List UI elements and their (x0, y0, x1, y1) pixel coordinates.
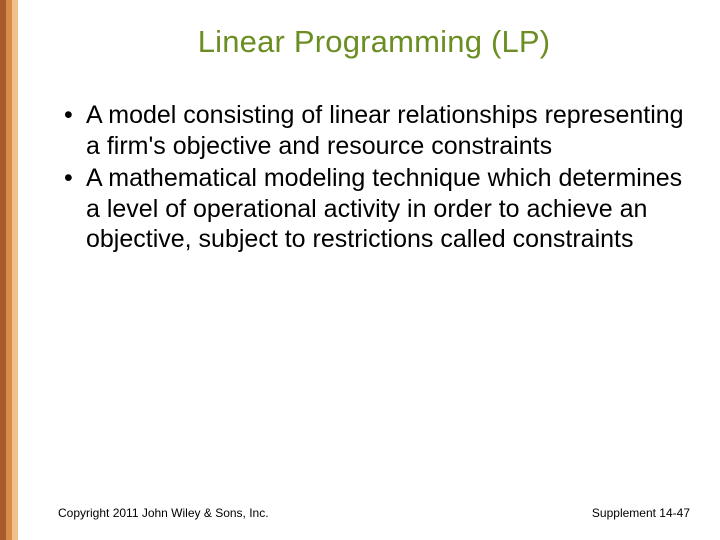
page-reference: Supplement 14-47 (592, 506, 690, 520)
slide-content: Linear Programming (LP) A model consisti… (18, 0, 720, 540)
bullet-item: A mathematical modeling technique which … (58, 163, 690, 255)
left-accent-border (0, 0, 18, 540)
slide-title: Linear Programming (LP) (58, 24, 690, 60)
slide-footer: Copyright 2011 John Wiley & Sons, Inc. S… (58, 506, 690, 520)
bullet-item: A model consisting of linear relationshi… (58, 100, 690, 161)
copyright-text: Copyright 2011 John Wiley & Sons, Inc. (58, 506, 269, 520)
bullet-list: A model consisting of linear relationshi… (58, 100, 690, 255)
